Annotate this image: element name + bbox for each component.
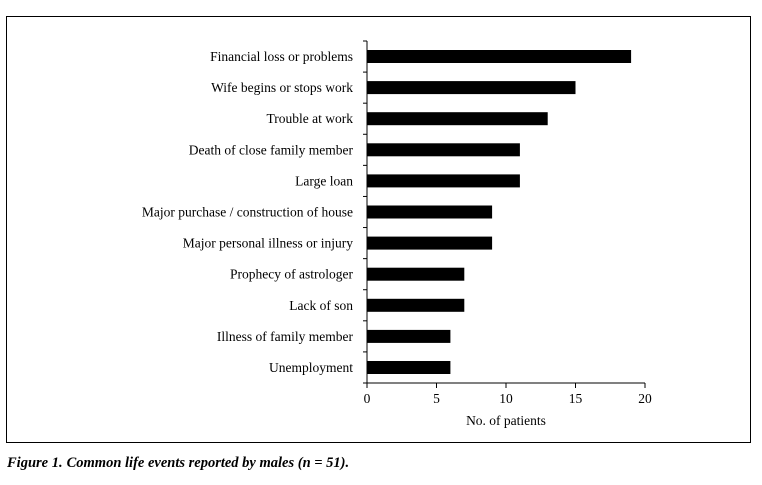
bar — [367, 143, 520, 157]
caption-label: Figure 1. — [7, 455, 63, 471]
bar — [367, 174, 520, 188]
y-tick-label: Lack of son — [289, 298, 353, 313]
figure-caption: Figure 1. Common life events reported by … — [7, 455, 349, 472]
y-tick-label: Illness of family member — [217, 329, 354, 344]
x-tick-label: 0 — [364, 391, 371, 406]
x-tick-label: 20 — [638, 391, 652, 406]
y-tick-label: Major purchase / construction of house — [142, 205, 353, 220]
bar — [367, 205, 493, 219]
bar — [367, 329, 451, 343]
x-tick-label: 15 — [569, 391, 583, 406]
y-tick-label: Death of close family member — [189, 142, 354, 157]
y-tick-label: Financial loss or problems — [210, 49, 353, 64]
bar — [367, 236, 493, 250]
bar — [367, 267, 465, 281]
y-tick-label: Unemployment — [269, 360, 353, 375]
y-tick-label: Wife begins or stops work — [211, 80, 353, 95]
x-axis-title: No. of patients — [466, 413, 546, 428]
x-tick-label: 10 — [499, 391, 513, 406]
bar — [367, 361, 451, 374]
y-tick-label: Large loan — [295, 173, 353, 188]
bar — [367, 81, 576, 95]
bar-chart: Financial loss or problems Wife begins or… — [142, 40, 652, 428]
y-tick-label: Trouble at work — [267, 111, 354, 126]
y-tick-label: Major personal illness or injury — [183, 236, 353, 251]
caption-text: Common life events reported by males (n … — [66, 455, 350, 471]
bar — [367, 50, 632, 63]
bar — [367, 298, 465, 312]
x-tick-label: 5 — [433, 391, 440, 406]
bar — [367, 112, 548, 126]
y-tick-label: Prophecy of astrologer — [230, 267, 353, 282]
